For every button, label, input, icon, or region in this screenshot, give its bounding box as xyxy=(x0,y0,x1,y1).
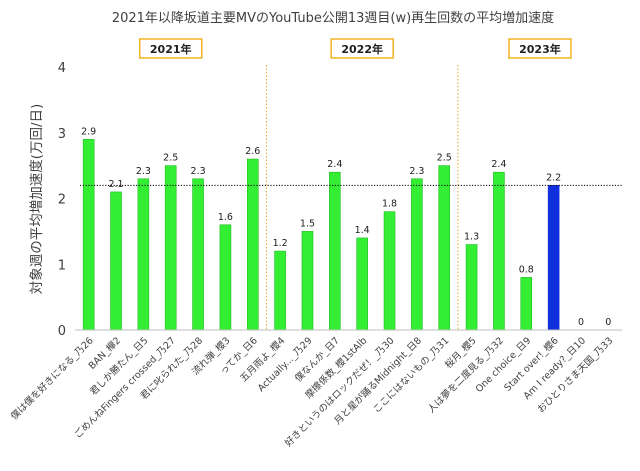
y-axis: 0 1 2 3 4 xyxy=(58,61,66,339)
data-label: 0 xyxy=(578,317,584,328)
chart-title: 2021年以降坂道主要MVのYouTube公開13週目(w)再生回数の平均増加速… xyxy=(112,10,554,26)
data-label: 2.6 xyxy=(245,146,260,157)
data-label: 2.5 xyxy=(437,153,452,164)
data-label: 1.5 xyxy=(300,218,315,229)
bar xyxy=(137,178,150,331)
bar xyxy=(465,244,478,331)
data-label: 1.4 xyxy=(355,225,370,236)
y-axis-title: 対象週の平均増加速度(万回/日) xyxy=(29,104,45,295)
x-tick-label: 僕は僕を好きになる_乃26 xyxy=(8,335,96,423)
y-tick-label: 2 xyxy=(58,193,66,208)
year-separators xyxy=(265,65,459,330)
year-group-label: 2023年 xyxy=(519,42,561,56)
bar xyxy=(219,224,232,331)
year-group-box xyxy=(138,38,203,59)
x-axis-tick-labels: 僕は僕を好きになる_乃26BAN_欅2君しか勝たん_日5ごめんねFingers … xyxy=(8,335,615,449)
data-label: 0.8 xyxy=(519,264,534,275)
data-labels: 2.9 2.1 2.3 2.5 2.3 1.6 2.6 1.2 1.5 2.4 1.4 1.8 2.3 2… xyxy=(81,126,611,328)
data-label: 1.3 xyxy=(464,232,479,243)
y-tick-label: 1 xyxy=(58,258,66,273)
y-tick-label: 0 xyxy=(58,324,66,339)
data-label: 2.5 xyxy=(163,153,178,164)
y-tick-label: 3 xyxy=(58,127,66,142)
bar xyxy=(164,165,177,331)
year-group-labels: 2021年 2022年 2023年 xyxy=(138,38,572,59)
data-label: 2.9 xyxy=(81,126,96,137)
data-label: 2.3 xyxy=(409,166,424,177)
bar xyxy=(383,211,396,331)
y-tick-label: 4 xyxy=(58,61,66,76)
bar xyxy=(246,158,259,331)
bar xyxy=(356,237,368,331)
bar xyxy=(547,185,560,331)
bar-series xyxy=(82,139,560,331)
bar xyxy=(329,171,341,331)
year-group-box xyxy=(508,38,572,59)
bar xyxy=(411,178,423,331)
bar xyxy=(274,250,286,331)
data-label: 2.3 xyxy=(191,166,206,177)
bar xyxy=(301,231,314,331)
bar xyxy=(192,178,204,331)
year-group-box xyxy=(330,38,394,59)
bar xyxy=(438,165,451,331)
data-label: 1.6 xyxy=(218,212,233,223)
bar xyxy=(520,277,533,331)
data-label: 0 xyxy=(605,317,611,328)
year-group-label: 2022年 xyxy=(341,42,383,56)
bar xyxy=(493,171,505,331)
data-label: 2.3 xyxy=(136,166,151,177)
data-label: 2.1 xyxy=(108,179,123,190)
bar xyxy=(110,191,122,331)
year-group-label: 2021年 xyxy=(150,42,192,56)
data-label: 2.4 xyxy=(491,159,506,170)
data-label: 2.4 xyxy=(327,159,342,170)
data-label: 1.2 xyxy=(273,238,288,249)
data-label: 2.2 xyxy=(546,172,561,183)
bar xyxy=(82,139,95,331)
data-label: 1.8 xyxy=(382,199,397,210)
